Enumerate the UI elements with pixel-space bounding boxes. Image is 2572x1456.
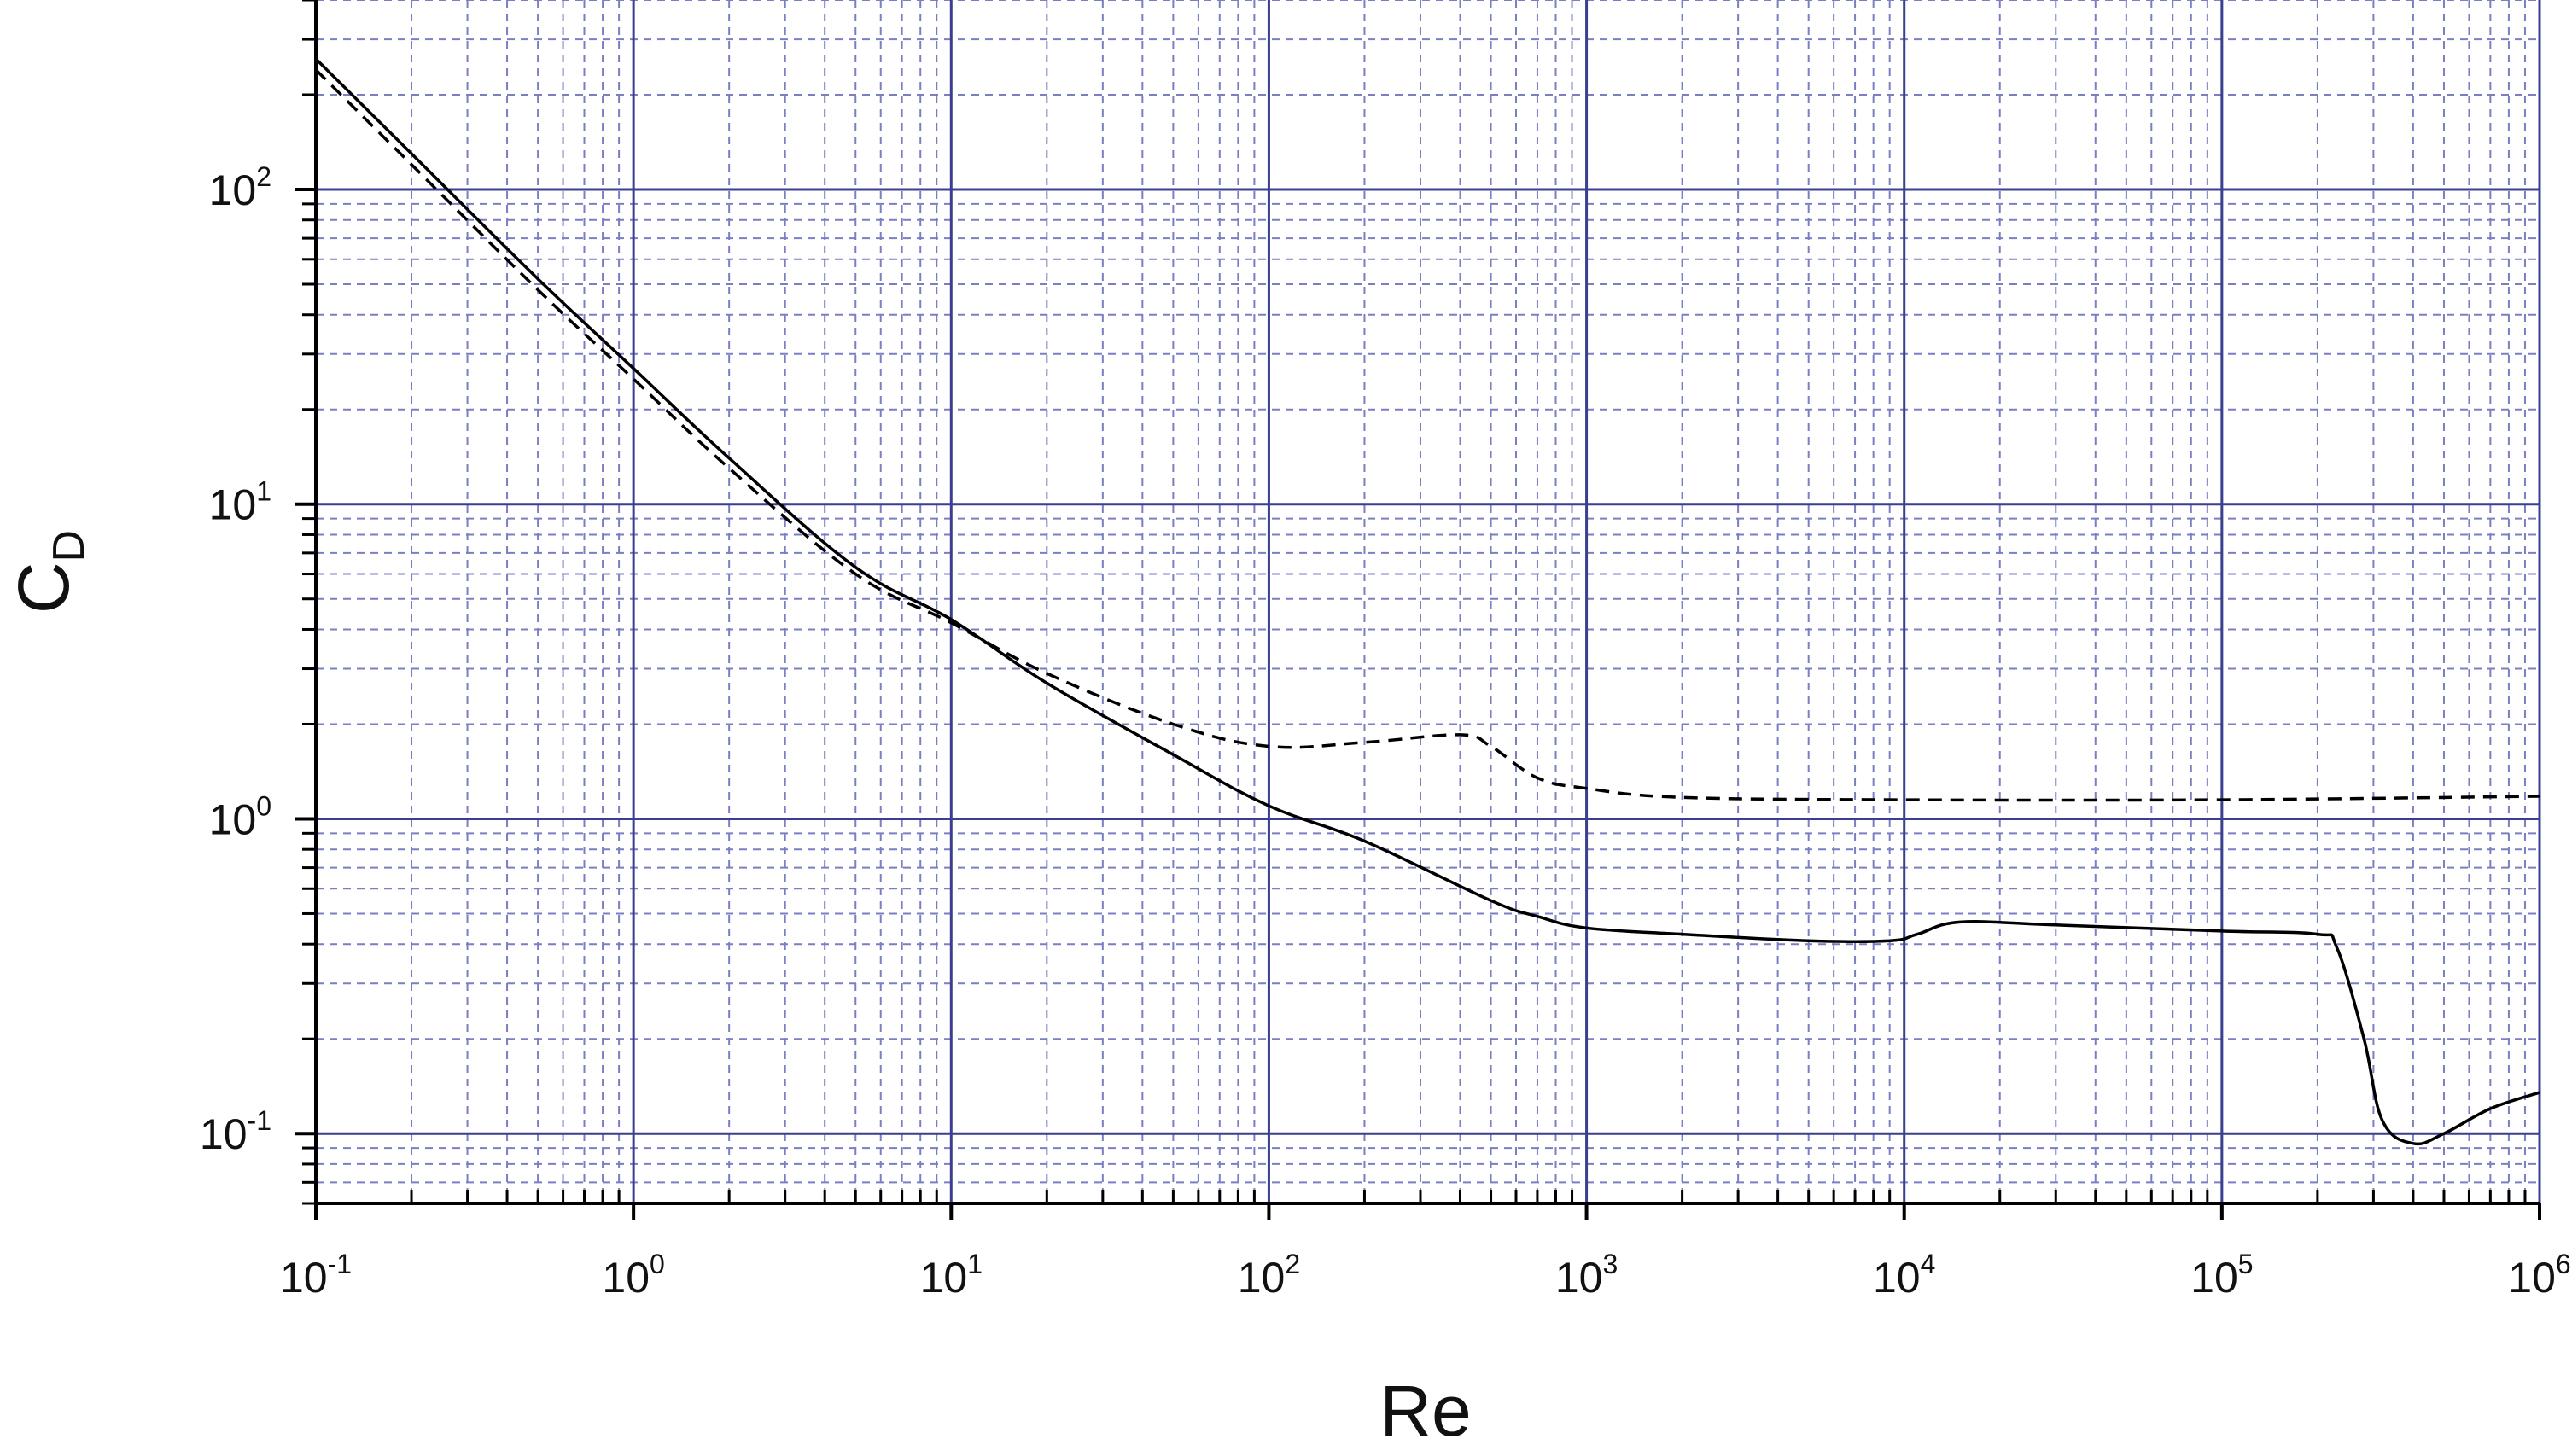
y-axis-title: CD (3, 530, 94, 614)
x-tick-label-exponent: 2 (1285, 1249, 1300, 1279)
x-tick-label-base: 10 (1873, 1254, 1921, 1302)
y-axis-title-subscript: D (44, 530, 94, 562)
y-tick-label-base: 10 (209, 795, 257, 843)
minor-grid (316, 0, 2540, 1204)
y-tick-label-exponent: 0 (256, 790, 271, 821)
x-tick-label-base: 10 (920, 1254, 968, 1302)
series-line-solid (314, 57, 2540, 1146)
x-tick-label-exponent: 5 (2238, 1249, 2254, 1279)
x-tick-label-exponent: -1 (328, 1249, 352, 1279)
x-tick-label-base: 10 (1238, 1254, 1286, 1302)
series-line-dashed (314, 68, 2540, 802)
x-tick-label-base: 10 (602, 1254, 650, 1302)
x-tick-label: 100 (602, 1249, 664, 1302)
y-tick-label-base: 10 (209, 166, 257, 214)
x-tick-label-exponent: 1 (967, 1249, 983, 1279)
x-tick-label: 106 (2508, 1249, 2570, 1302)
x-tick-label-exponent: 0 (650, 1249, 665, 1279)
y-tick-label: 10-1 (200, 1105, 271, 1158)
y-tick-label: 102 (209, 161, 271, 214)
y-tick-label-base: 10 (209, 481, 257, 529)
x-tick-label-exponent: 4 (1921, 1249, 1936, 1279)
axes (295, 0, 2541, 1220)
x-tick-label: 104 (1873, 1249, 1935, 1302)
y-tick-label-exponent: -1 (248, 1105, 271, 1136)
x-tick-label-exponent: 3 (1602, 1249, 1618, 1279)
x-tick-label: 103 (1555, 1249, 1618, 1302)
y-tick-label: 101 (209, 476, 271, 529)
series-layer (314, 57, 2540, 1146)
y-axis-title-main: C (3, 562, 84, 614)
x-tick-label: 10-1 (280, 1249, 352, 1302)
x-tick-label: 101 (920, 1249, 983, 1302)
y-tick-label: 100 (209, 790, 271, 843)
x-tick-label-base: 10 (1555, 1254, 1603, 1302)
x-tick-label-base: 10 (2190, 1254, 2238, 1302)
x-tick-label-base: 10 (280, 1254, 328, 1302)
y-tick-label-exponent: 2 (256, 161, 271, 192)
major-grid (316, 0, 2541, 1203)
x-tick-label-base: 10 (2508, 1254, 2556, 1302)
x-tick-label-exponent: 6 (2556, 1249, 2571, 1279)
x-axis-title: Re (1379, 1371, 1471, 1451)
x-tick-label: 102 (1238, 1249, 1300, 1302)
y-tick-label-base: 10 (200, 1110, 248, 1158)
x-tick-label: 105 (2190, 1249, 2253, 1302)
y-tick-label-exponent: 1 (256, 476, 271, 507)
